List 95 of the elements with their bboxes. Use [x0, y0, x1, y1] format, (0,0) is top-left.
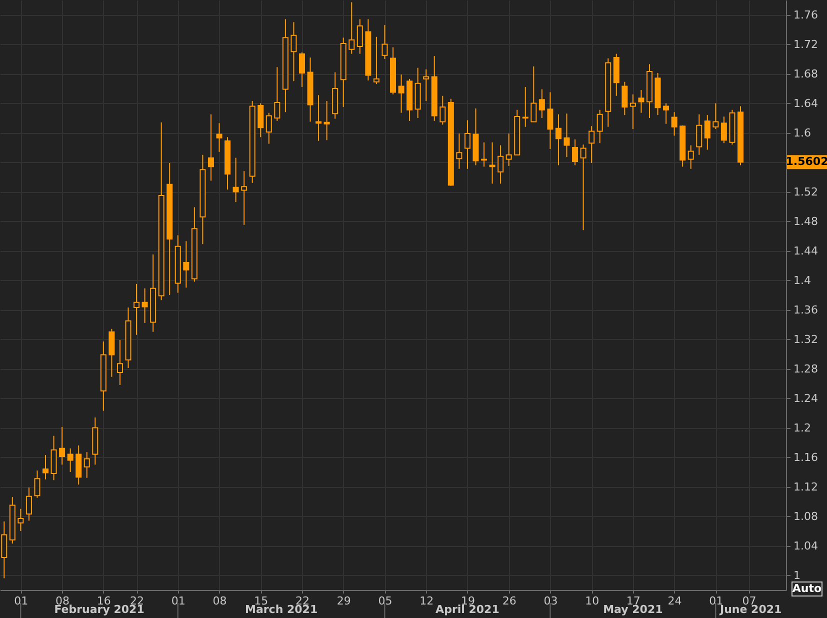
candlestick	[67, 448, 74, 472]
candlestick	[464, 120, 470, 170]
candlestick	[564, 113, 570, 158]
y-tick-label: 1.52	[794, 185, 818, 198]
candlestick	[108, 328, 115, 378]
candlestick	[506, 132, 512, 166]
candlestick	[274, 66, 280, 122]
x-tick-label: 16	[96, 594, 111, 608]
x-tick-label: 29	[336, 594, 351, 608]
candlestick	[720, 116, 727, 144]
candlestick	[26, 486, 32, 522]
text: June 2021	[719, 603, 782, 616]
candlestick	[456, 132, 462, 170]
y-tick-label: 1.28	[794, 362, 818, 376]
text: May 2021	[603, 603, 663, 616]
y-tick-label: 1.48	[794, 214, 818, 228]
x-tick-label: 01	[171, 594, 186, 608]
x-tick-label: 03	[544, 594, 558, 608]
candlestick	[498, 144, 504, 184]
x-tick-label: 24	[668, 594, 682, 608]
candlestick	[481, 142, 488, 168]
text: April 2021	[436, 603, 500, 616]
candlestick	[572, 138, 578, 166]
candlestick	[18, 508, 24, 532]
candlestick	[382, 24, 388, 60]
candlestick	[316, 94, 322, 142]
candlestick	[216, 122, 222, 152]
candlestick	[258, 102, 264, 138]
x-tick-label: 08	[212, 594, 227, 608]
candlestick	[373, 36, 380, 85]
candlestick	[663, 102, 670, 124]
candlestick	[134, 283, 140, 336]
annotation: 1.5602	[786, 155, 827, 168]
candlestick	[183, 240, 190, 288]
candlestick	[696, 114, 702, 156]
candlestick	[638, 89, 644, 114]
y-tick-label: 1.16	[794, 450, 818, 464]
candlestick	[538, 88, 545, 118]
candlestick	[630, 94, 636, 130]
y-tick-label: 1.24	[794, 392, 818, 405]
candlestick	[530, 66, 537, 122]
candlestick	[522, 86, 528, 128]
candlestick	[59, 426, 66, 466]
y-tick-label: 1.72	[794, 38, 818, 51]
x-tick-label: 26	[502, 594, 516, 608]
y-tick-label: 1.68	[794, 67, 818, 80]
y-tick-label: 1.76	[794, 8, 818, 22]
candlestick	[712, 102, 719, 130]
candlestick	[688, 144, 694, 170]
y-tick-label: 1.44	[794, 244, 818, 258]
y-tick-label: 1.2	[794, 421, 811, 434]
candlestick	[142, 288, 148, 324]
candlestick	[84, 452, 90, 478]
candlestick	[547, 92, 554, 150]
y-tick-label: 1.32	[794, 332, 818, 346]
candlestick	[489, 142, 496, 184]
x-tick-label: 05	[378, 594, 392, 608]
candlestick	[241, 170, 248, 226]
y-tick-label: 1	[794, 568, 800, 582]
candlestick	[704, 114, 710, 150]
candlestick	[42, 454, 49, 480]
candlestick	[34, 470, 40, 498]
y-tick-label: 1.36	[794, 303, 818, 316]
candlestick	[348, 2, 355, 54]
candlestick	[266, 112, 272, 144]
y-tick-label: 1.12	[794, 480, 818, 494]
candlestick	[596, 109, 603, 144]
x-tick-label: 12	[420, 594, 434, 608]
candlestick	[398, 74, 404, 114]
x-tick-label: 10	[585, 594, 600, 608]
candlestick	[290, 22, 297, 82]
candlestick	[555, 114, 562, 166]
candlestick	[298, 52, 305, 88]
candlestick	[671, 112, 678, 136]
y-tick-label: 1.64	[794, 96, 818, 110]
text: Auto	[792, 582, 822, 595]
y-tick-label: 1.08	[794, 510, 818, 523]
y-tick-label: 1.04	[794, 539, 818, 552]
candlestick	[324, 100, 330, 141]
candlestick	[50, 435, 57, 481]
x-tick-label: 01	[14, 594, 28, 608]
candlestick	[76, 444, 82, 486]
text: March 2021	[245, 603, 318, 616]
candlestick	[116, 339, 123, 386]
candlestick	[232, 157, 239, 203]
y-tick-label: 1.4	[794, 274, 811, 287]
candlestick	[440, 95, 446, 126]
y-tick-label: 1.6	[794, 126, 811, 140]
candlestick	[356, 18, 363, 54]
candlestick	[622, 81, 628, 116]
candlestick	[208, 114, 214, 182]
candlestick	[1, 520, 8, 579]
candlestick	[588, 126, 595, 164]
candlestick	[580, 144, 586, 231]
candlestick	[423, 68, 430, 102]
